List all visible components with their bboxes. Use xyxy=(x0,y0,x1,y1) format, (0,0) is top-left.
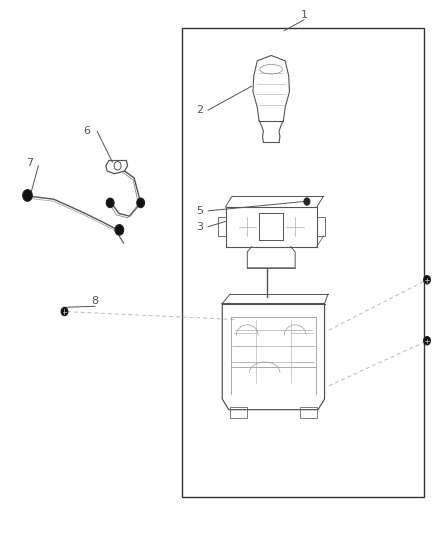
Text: 2: 2 xyxy=(196,105,203,115)
Circle shape xyxy=(115,224,124,235)
Circle shape xyxy=(137,198,145,208)
Text: 8: 8 xyxy=(92,296,99,306)
Text: 3: 3 xyxy=(196,222,203,232)
Circle shape xyxy=(424,336,431,345)
Text: 1: 1 xyxy=(300,10,307,20)
Bar xyxy=(300,407,317,418)
Bar xyxy=(230,407,247,418)
Circle shape xyxy=(304,198,310,205)
Bar xyxy=(182,28,424,497)
Circle shape xyxy=(23,190,32,201)
Text: 6: 6 xyxy=(83,126,90,136)
Bar xyxy=(317,217,325,236)
Text: 7: 7 xyxy=(26,158,33,168)
Circle shape xyxy=(424,276,431,284)
Circle shape xyxy=(61,308,68,316)
Text: 5: 5 xyxy=(196,206,203,216)
Bar xyxy=(218,217,226,236)
Circle shape xyxy=(106,198,114,208)
